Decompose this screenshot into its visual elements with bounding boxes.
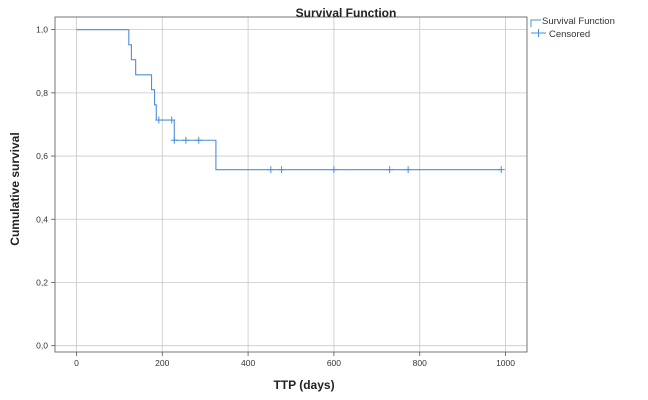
x-tick-label: 800 (413, 358, 427, 368)
x-tick-label: 200 (155, 358, 169, 368)
y-axis-ticks: 0,0 0,2 0,4 0,6 0,8 1,0 (36, 25, 55, 351)
x-axis-ticks: 0 200 400 600 800 1000 (74, 352, 515, 368)
plot-area-frame (54, 16, 528, 353)
censored-marker (330, 166, 338, 174)
x-tick-label: 600 (327, 358, 341, 368)
censored-marker (168, 116, 176, 124)
gridlines (55, 17, 527, 352)
censored-marker (386, 166, 394, 174)
legend-censored-label: Censored (549, 29, 590, 40)
censored-marker (267, 166, 275, 174)
censored-marker (497, 166, 505, 174)
survival-step-line (76, 29, 502, 171)
legend-survival-swatch (530, 19, 541, 27)
censored-marker (404, 166, 412, 174)
x-tick-label: 400 (241, 358, 255, 368)
y-tick-label: 0,0 (36, 341, 48, 351)
censored-marker (170, 136, 178, 144)
y-tick-label: 0,2 (36, 277, 48, 287)
censored-marker (195, 136, 203, 144)
x-axis-label: TTP (days) (273, 378, 334, 392)
series-layer (76, 29, 505, 174)
legend-survival-label: Survival Function (542, 16, 615, 27)
censored-marker (155, 116, 163, 124)
censored-marker (182, 136, 190, 144)
y-tick-label: 1,0 (36, 25, 48, 35)
chart-title: Survival Function (296, 6, 397, 20)
legend-censored-marker (531, 29, 546, 37)
censored-marker (278, 166, 286, 174)
y-tick-label: 0,6 (36, 151, 48, 161)
legend: Survival Function Censored (530, 16, 615, 40)
y-tick-label: 0,8 (36, 88, 48, 98)
x-tick-label: 1000 (496, 358, 515, 368)
y-tick-label: 0,4 (36, 214, 48, 224)
y-axis-label: Cumulative survival (8, 132, 22, 245)
x-tick-label: 0 (74, 358, 79, 368)
